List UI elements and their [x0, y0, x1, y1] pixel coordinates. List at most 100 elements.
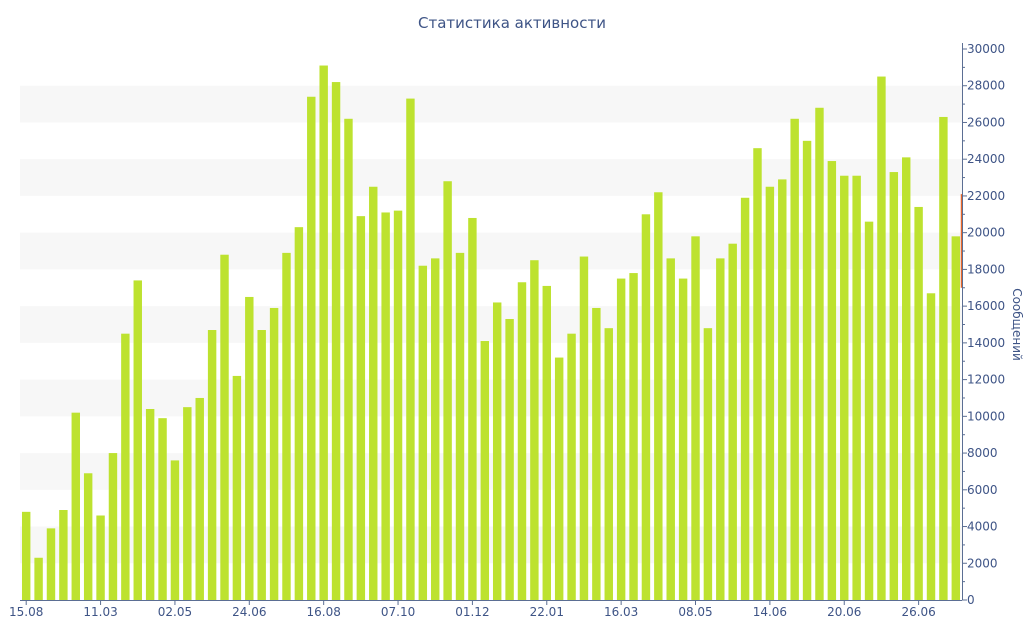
x-tick-label: 01.12 [455, 605, 489, 619]
x-tick-label: 11.03 [83, 605, 117, 619]
bar [443, 181, 452, 601]
y-tick-label: 0 [967, 593, 975, 607]
bar [455, 252, 465, 600]
axes: 0 2000 4000 6000 8000 10000 12000 14000 16000 180… [9, 42, 1024, 619]
y-tick-label: 26000 [967, 115, 1005, 129]
y-tick-label: 16000 [967, 299, 1005, 313]
bar [83, 473, 93, 600]
bar [567, 333, 576, 600]
bar [641, 214, 651, 601]
bar [951, 236, 961, 600]
x-tick-label: 20.06 [827, 605, 861, 619]
y-tick-label: 22000 [967, 189, 1005, 203]
bar [170, 460, 180, 600]
bar [802, 140, 812, 600]
bar [21, 511, 31, 600]
bar [604, 328, 613, 600]
x-tick-label: 08.05 [678, 605, 712, 619]
bar [678, 278, 688, 600]
bar [716, 258, 725, 600]
y-tick-label: 8000 [967, 446, 998, 460]
bar [517, 282, 527, 600]
bar [282, 252, 291, 600]
y-tick-label: 24000 [967, 152, 1005, 166]
bar [864, 221, 874, 600]
bar [220, 254, 229, 600]
bar [753, 148, 762, 600]
bar [703, 328, 713, 600]
bar [393, 210, 403, 600]
y-tick-label: 12000 [967, 373, 1005, 387]
bar [728, 243, 737, 600]
bar [815, 107, 824, 601]
bar [666, 258, 675, 600]
bar [914, 206, 923, 600]
bar [294, 227, 304, 600]
x-tick-label: 15.08 [9, 605, 43, 619]
bar [207, 330, 217, 600]
bar [840, 175, 849, 601]
bar [530, 260, 539, 600]
bar [827, 161, 837, 601]
y-tick-label: 4000 [967, 520, 998, 534]
bar [183, 407, 192, 600]
bar [492, 302, 502, 600]
x-tick-label: 14.06 [753, 605, 787, 619]
bar [121, 333, 130, 600]
bar [765, 186, 775, 600]
bars [21, 65, 962, 601]
y-tick-label: 6000 [967, 483, 998, 497]
x-tick-label: 24.06 [232, 605, 266, 619]
x-tick-label: 26.06 [901, 605, 935, 619]
bar [406, 98, 415, 600]
bar [877, 76, 886, 601]
bar [468, 217, 477, 600]
x-tick-label: 16.08 [306, 605, 340, 619]
y-tick-label: 2000 [967, 556, 998, 570]
bar [369, 186, 378, 600]
x-tick-label: 07.10 [381, 605, 415, 619]
bar [34, 557, 43, 600]
bar [554, 357, 564, 600]
y-tick-label: 20000 [967, 226, 1005, 240]
bar [71, 412, 80, 600]
bar [939, 116, 948, 601]
bar [133, 280, 142, 600]
bar [158, 418, 167, 600]
bar [418, 265, 428, 600]
bar [108, 453, 118, 600]
x-tick-label: 22.01 [530, 605, 564, 619]
bar [778, 179, 787, 600]
bar [307, 96, 316, 600]
bar [356, 216, 366, 600]
bar [616, 278, 626, 600]
bar [344, 118, 353, 600]
bar [145, 408, 155, 600]
bar [431, 258, 440, 600]
bar [46, 528, 56, 600]
bar [381, 212, 390, 600]
bar [269, 307, 279, 600]
bar [629, 273, 638, 600]
bar [579, 256, 589, 600]
y-tick-label: 14000 [967, 336, 1005, 350]
bar [96, 515, 105, 600]
chart-title: Статистика активности [418, 14, 606, 32]
bar [480, 341, 490, 600]
bar [505, 318, 514, 600]
y-tick-label: 10000 [967, 409, 1005, 423]
bar [592, 307, 601, 600]
bar [257, 330, 266, 600]
bar [654, 192, 663, 600]
y-tick-label: 18000 [967, 262, 1005, 276]
highlight-bar [960, 194, 962, 288]
bar [852, 175, 861, 601]
bar [319, 65, 328, 600]
grid-band [20, 85, 962, 123]
bar [926, 293, 936, 600]
bar [331, 82, 341, 600]
bar [59, 510, 68, 600]
x-tick-label: 16.03 [604, 605, 638, 619]
bar [902, 157, 911, 601]
